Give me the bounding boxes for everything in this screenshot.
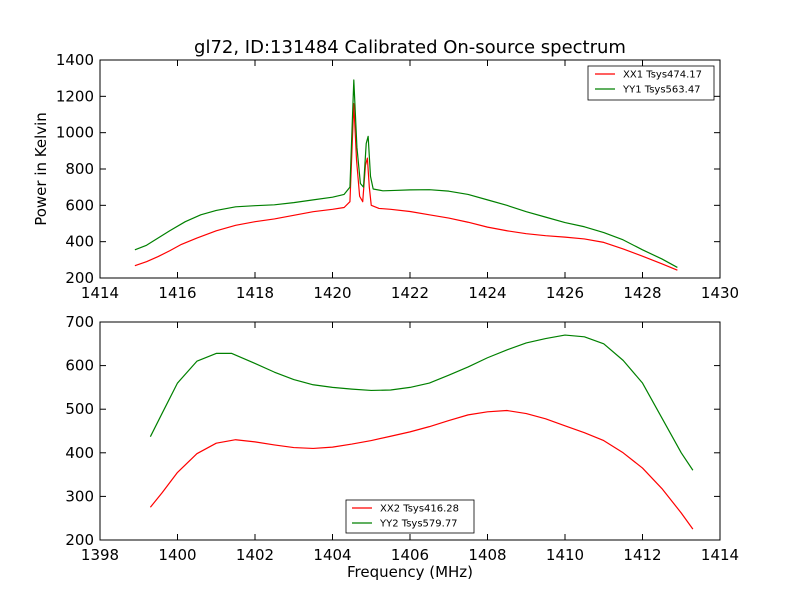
top-series-line-yy1	[134, 79, 678, 268]
top-chart: 1414 1416 1418 1420 1422 1424 1426 1428 1430 200 4…	[32, 51, 739, 302]
top-x-tick-label: 1426	[546, 284, 584, 302]
bottom-y-tick-label: 300	[65, 487, 94, 505]
top-y-axis-label: Power in Kelvin	[32, 112, 50, 226]
bottom-x-axis-label: Frequency (MHz)	[347, 563, 473, 581]
top-x-tick-label: 1430	[701, 284, 739, 302]
chart-title: gl72, ID:131484 Calibrated On-source spe…	[194, 37, 626, 58]
legend-label-yy1: YY1 Tsys563.47	[622, 85, 701, 96]
top-x-tick-label: 1416	[158, 284, 196, 302]
bottom-x-tick-label: 1412	[623, 546, 661, 564]
bottom-legend: XX2 Tsys416.28 YY2 Tsys579.77	[345, 499, 475, 534]
top-x-tick-label: 1418	[236, 284, 274, 302]
bottom-x-tick-label: 1398	[81, 546, 119, 564]
top-series-layer	[134, 79, 678, 271]
bottom-x-tick-label: 1414	[701, 546, 739, 564]
top-y-tick-label: 600	[65, 196, 94, 214]
bottom-x-tick-label: 1410	[546, 546, 584, 564]
bottom-legend-box	[345, 499, 475, 534]
bottom-tick-layer: 1398 1400 1402 1404 1406 1408 1410 1412 1414 200 3…	[65, 313, 739, 564]
top-tick-layer: 1414 1416 1418 1420 1422 1424 1426 1428 1430 200 4…	[56, 51, 739, 302]
bottom-x-tick-label: 1408	[468, 546, 506, 564]
top-y-tick-label: 1400	[56, 51, 94, 69]
bottom-y-tick-label: 200	[65, 531, 94, 549]
legend-label-xx1: XX1 Tsys474.17	[623, 70, 702, 81]
top-series-line-xx1	[134, 103, 678, 271]
top-y-tick-label: 1000	[56, 124, 94, 142]
bottom-y-tick-label: 500	[65, 400, 94, 418]
top-x-tick-label: 1422	[391, 284, 429, 302]
legend-label-xx2: XX2 Tsys416.28	[380, 504, 459, 515]
bottom-series-layer	[149, 334, 694, 530]
top-x-tick-label: 1420	[313, 284, 351, 302]
top-y-tick-label: 1200	[56, 87, 94, 105]
legend-label-yy2: YY2 Tsys579.77	[379, 519, 458, 530]
bottom-series-line-yy2	[149, 334, 694, 471]
top-x-tick-label: 1424	[468, 284, 506, 302]
bottom-y-tick-label: 400	[65, 444, 94, 462]
top-legend: XX1 Tsys474.17 YY1 Tsys563.47	[587, 65, 715, 101]
top-x-tick-label: 1428	[623, 284, 661, 302]
top-x-tick-label: 1414	[81, 284, 119, 302]
top-legend-box	[587, 65, 715, 101]
top-y-tick-label: 800	[65, 160, 94, 178]
bottom-x-tick-label: 1402	[236, 546, 274, 564]
bottom-y-tick-label: 600	[65, 357, 94, 375]
bottom-x-tick-label: 1400	[158, 546, 196, 564]
bottom-series-line-xx2	[149, 409, 694, 530]
bottom-x-tick-label: 1406	[391, 546, 429, 564]
top-y-tick-label: 400	[65, 233, 94, 251]
bottom-y-tick-label: 700	[65, 313, 94, 331]
bottom-chart: 1398 1400 1402 1404 1406 1408 1410 1412 1414 200 3…	[65, 313, 739, 581]
top-y-tick-label: 200	[65, 269, 94, 287]
bottom-x-tick-label: 1404	[313, 546, 351, 564]
